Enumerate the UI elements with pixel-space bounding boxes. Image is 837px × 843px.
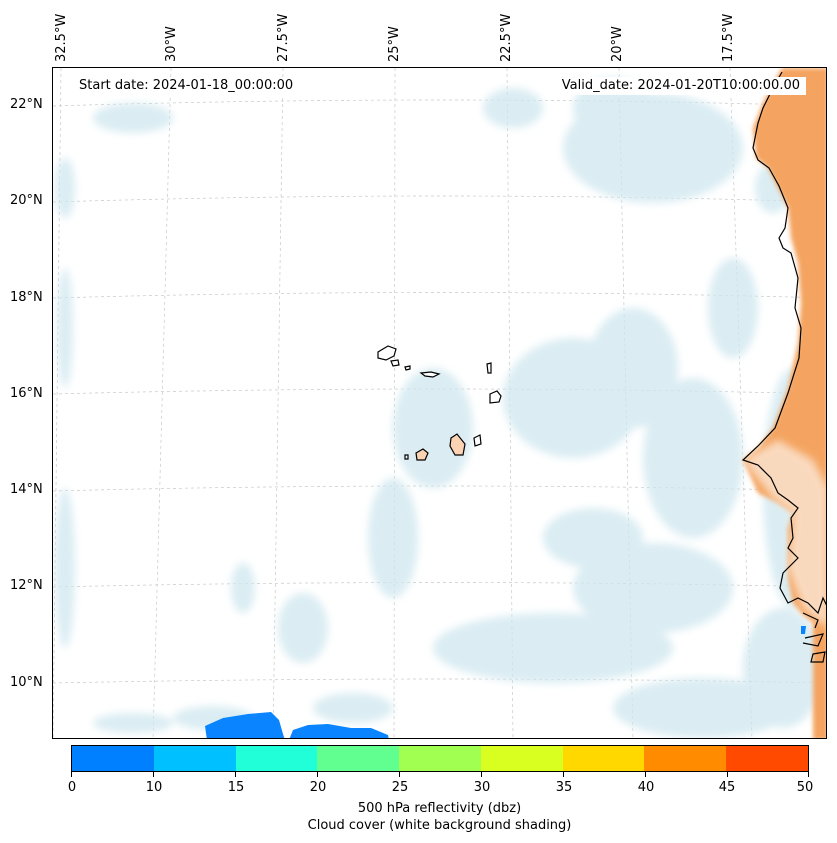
- colorbar-tick-label-40: 40: [637, 780, 655, 795]
- colorbar-tick: [71, 772, 72, 777]
- lat-label-16n: 16°N: [10, 386, 43, 401]
- lat-label-20n: 20°N: [10, 193, 43, 208]
- colorbar-tick: [645, 772, 646, 777]
- land-senegal-mauritania: [741, 68, 826, 738]
- colorbar-bin-35-40: [562, 746, 645, 771]
- colorbar-label: 500 hPa reflectivity (dbz): [357, 801, 522, 816]
- reflectivity-coast-echo: [801, 626, 806, 634]
- colorbar-bin-45-50: [726, 746, 809, 771]
- lat-label-18n: 18°N: [10, 290, 43, 305]
- lat-label-22n: 22°N: [10, 97, 43, 112]
- colorbar-bin-10-15: [153, 746, 236, 771]
- colorbar-bin-0-10: [72, 746, 154, 771]
- colorbar-tick-label-35: 35: [555, 780, 573, 795]
- colorbar-tick: [808, 772, 809, 777]
- lon-label-30w: 30°W: [164, 26, 179, 62]
- lon-label-17-5w: 17.5°W: [721, 13, 736, 62]
- colorbar-bin-20-25: [317, 746, 400, 771]
- colorbar-tick-label-20: 20: [309, 780, 327, 795]
- lon-label-25w: 25°W: [387, 26, 402, 62]
- colorbar-tick: [481, 772, 482, 777]
- colorbar-tick-label-25: 25: [391, 780, 409, 795]
- colorbar-bin-40-45: [644, 746, 727, 771]
- lon-label-22-5w: 22.5°W: [499, 13, 514, 62]
- colorbar-tick-label-50: 50: [796, 780, 814, 795]
- colorbar-tick-label-0: 0: [67, 780, 77, 795]
- start-date: Start date: 2024-01-18_00:00:00: [73, 77, 300, 95]
- cloud-cover-shading: [55, 78, 823, 738]
- colorbar-tick: [399, 772, 400, 777]
- valid-date: Valid_date: 2024-01-20T10:00:00.00: [555, 77, 806, 95]
- colorbar-bin-25-30: [399, 746, 481, 771]
- lon-label-32-5w: 32.5°W: [54, 13, 69, 62]
- lat-label-14n: 14°N: [10, 482, 43, 497]
- colorbar: [71, 745, 809, 772]
- lat-label-12n: 12°N: [10, 578, 43, 593]
- map-panel: Start date: 2024-01-18_00:00:00 Valid_da…: [52, 67, 827, 739]
- colorbar-tick: [727, 772, 728, 777]
- reflectivity-echoes: [205, 712, 389, 738]
- colorbar-tick: [235, 772, 236, 777]
- lon-label-27-5w: 27.5°W: [276, 13, 291, 62]
- colorbar-tick-label-30: 30: [473, 780, 491, 795]
- map-canvas: [53, 68, 826, 738]
- colorbar-tick: [563, 772, 564, 777]
- colorbar-bin-30-35: [480, 746, 563, 771]
- colorbar-tick-label-45: 45: [718, 780, 736, 795]
- cape-verde-islands: [377, 345, 502, 461]
- colorbar-sublabel: Cloud cover (white background shading): [307, 818, 572, 833]
- colorbar-tick-label-10: 10: [145, 780, 163, 795]
- colorbar-tick-label-15: 15: [227, 780, 245, 795]
- colorbar-tick: [153, 772, 154, 777]
- lat-label-10n: 10°N: [10, 675, 43, 690]
- colorbar-tick: [317, 772, 318, 777]
- colorbar-bin-15-20: [235, 746, 318, 771]
- lon-label-20w: 20°W: [610, 26, 625, 62]
